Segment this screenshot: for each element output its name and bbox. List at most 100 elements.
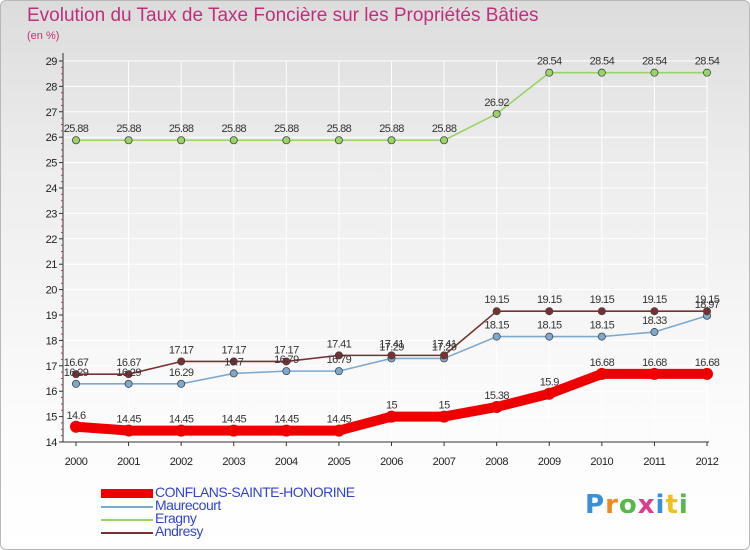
data-point [597, 307, 606, 316]
x-tick-label: 2011 [643, 456, 665, 468]
y-tick-label: 14 [46, 437, 58, 449]
data-label: 19.15 [590, 294, 615, 306]
data-point [545, 307, 554, 316]
data-point [282, 136, 291, 145]
data-label: 16.79 [327, 354, 352, 366]
y-tick-label: 24 [46, 183, 58, 195]
data-label: 25.88 [327, 123, 352, 135]
data-point [334, 351, 343, 360]
legend-swatch [101, 506, 153, 508]
x-tick-label: 2002 [170, 456, 193, 468]
data-label: 25.88 [432, 123, 457, 135]
data-label: 15.9 [540, 377, 559, 389]
data-label: 18.97 [695, 299, 720, 311]
y-tick-label: 25 [46, 158, 58, 170]
logo-letter: P [585, 490, 606, 520]
data-point [227, 424, 240, 437]
data-label: 15 [439, 400, 451, 412]
chart-title: Evolution du Taux de Taxe Foncière sur l… [27, 5, 539, 26]
data-label: 17.41 [379, 338, 404, 350]
data-label: 17.41 [327, 338, 352, 350]
data-label: 17.29 [432, 341, 457, 353]
legend-swatch [101, 532, 153, 534]
legend-swatch [101, 489, 153, 498]
data-label: 16.67 [116, 357, 141, 369]
y-tick-label: 26 [46, 132, 58, 144]
data-label: 25.88 [379, 123, 404, 135]
data-label: 16.68 [695, 357, 720, 369]
x-tick-label: 2000 [65, 456, 88, 468]
data-label: 14.45 [327, 414, 352, 426]
data-point [385, 410, 398, 423]
logo-letter: i [678, 490, 689, 520]
data-point [72, 370, 81, 379]
data-point [332, 424, 345, 437]
data-point [703, 307, 712, 316]
data-point [334, 136, 343, 145]
y-tick-label: 28 [46, 81, 58, 93]
data-label: 16.7 [224, 356, 243, 368]
logo-letter: t [665, 490, 679, 520]
data-label: 19.15 [642, 294, 667, 306]
x-tick-label: 2005 [327, 456, 350, 468]
data-point [124, 370, 133, 379]
data-point [703, 68, 712, 77]
data-point [175, 424, 188, 437]
data-point [597, 332, 606, 341]
data-label: 15.38 [484, 390, 509, 402]
data-label: 14.45 [221, 414, 246, 426]
legend-label: Maurecourt [155, 497, 221, 513]
data-label: 14.45 [169, 414, 194, 426]
data-label: 15 [386, 400, 398, 412]
data-label: 17.41 [432, 338, 457, 350]
logo-letter: r [605, 490, 619, 520]
y-tick-label: 16 [46, 386, 58, 398]
x-tick-label: 2006 [380, 456, 403, 468]
x-tick-label: 2012 [696, 456, 719, 468]
y-tick-label: 29 [46, 56, 58, 68]
data-label: 25.88 [169, 123, 194, 135]
y-tick-label: 18 [46, 335, 58, 347]
y-tick-label: 27 [46, 107, 58, 119]
data-label: 14.45 [116, 414, 141, 426]
data-point [177, 357, 186, 366]
data-label: 26.92 [484, 97, 509, 109]
logo-letter: o [618, 490, 638, 520]
data-label: 25.88 [64, 123, 89, 135]
data-point [229, 357, 238, 366]
data-point [282, 357, 291, 366]
y-tick-label: 21 [46, 259, 58, 271]
data-point [72, 136, 81, 145]
data-point [650, 68, 659, 77]
data-label: 18.15 [537, 320, 562, 332]
data-label: 25.88 [116, 123, 141, 135]
x-tick-label: 2010 [590, 456, 613, 468]
proxiti-logo: Proxiti [585, 490, 689, 520]
data-label: 19.15 [484, 294, 509, 306]
data-label: 28.54 [537, 56, 562, 68]
y-tick-label: 15 [46, 412, 58, 424]
y-tick-label: 23 [46, 208, 58, 220]
data-point [438, 410, 451, 423]
data-label: 25.88 [221, 123, 246, 135]
data-label: 14.6 [66, 410, 85, 422]
legend-label: Eragny [155, 510, 197, 526]
data-label: 25.88 [274, 123, 299, 135]
data-label: 16.68 [642, 357, 667, 369]
x-tick-label: 2008 [485, 456, 508, 468]
data-label: 19.15 [695, 294, 720, 306]
legend-label: CONFLANS-SAINTE-HONORINE [155, 484, 355, 500]
data-point [387, 351, 396, 360]
data-label: 19.15 [537, 294, 562, 306]
data-point [122, 424, 135, 437]
data-label: 17.17 [169, 344, 194, 356]
data-point [124, 136, 133, 145]
x-tick-label: 2009 [538, 456, 561, 468]
data-point [545, 68, 554, 77]
data-point [492, 109, 501, 118]
data-label: 17.29 [379, 341, 404, 353]
y-tick-label: 17 [46, 361, 58, 373]
data-point [543, 387, 556, 400]
data-point [177, 136, 186, 145]
